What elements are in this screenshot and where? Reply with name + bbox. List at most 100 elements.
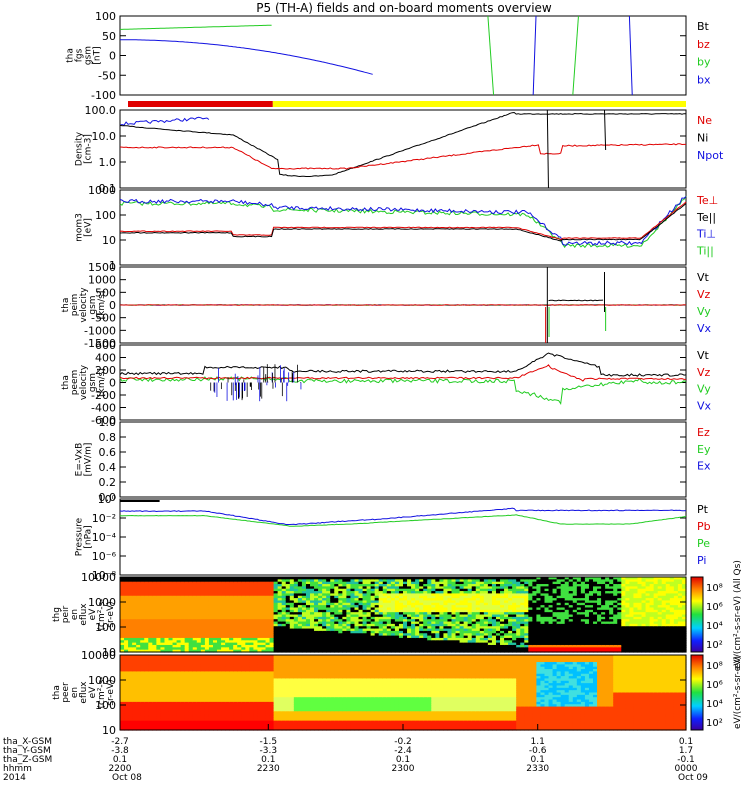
figure-title: P5 (TH-A) fields and on-board moments ov… (256, 1, 552, 15)
panel-peim-tick-label-1: 1000 (88, 274, 116, 287)
panel-peem-legend-1: Vz (697, 366, 711, 379)
panel-peem-tick-label-3: 0 (109, 377, 116, 390)
peem-vy-line (120, 377, 686, 404)
panel-temp-tick-label-2: 10 (102, 234, 116, 247)
panel-efield-tick-label-3: 0.4 (99, 461, 117, 474)
panel-fgs-ylabel-line-3: [nT] (93, 46, 103, 64)
panel-peir-cbar-label: eV/(cm²-s-sr-eV) (All Qs) (733, 560, 743, 669)
panel-peir-cbar-tick-1: 10⁶ (706, 602, 723, 613)
panel-density-frame (120, 110, 686, 188)
panel-peir-tick-label-0: 10000 (81, 571, 116, 584)
panel-peim-ylabel-line-4: [km/s] (97, 291, 107, 320)
panel-efield-tick-label-4: 0.2 (99, 476, 117, 489)
panel-fgs-frame (120, 16, 686, 95)
panel-peem-legend-0: Vt (697, 349, 710, 362)
panel-peim-tick-label-5: -1000 (84, 324, 116, 337)
panel-fgs-legend-3: bx (697, 73, 711, 86)
panel-peim-legend-1: Vz (697, 288, 711, 301)
panel-pressure-tick-label-2: 10⁻⁴ (92, 531, 117, 544)
fgs-by-spike-1 (488, 16, 494, 95)
panel-fgs-tick-label-2: 0 (109, 50, 116, 63)
panel-density-legend-2: Npot (697, 149, 724, 162)
panel-temp-ylabel: mom3[eV] (75, 213, 94, 242)
fgs-bx-line (120, 40, 373, 75)
panel-efield-tick-label-1: 0.8 (99, 431, 117, 444)
panel-peir-ylabel-line-6: sr-eV) (106, 601, 116, 627)
density-ne-line (120, 144, 686, 169)
panel-pressure-tick-label-0: 10⁰ (98, 493, 117, 506)
panel-fgs-tick-label-4: -100 (91, 89, 116, 102)
panel-density-ylabel: Density[cm-3] (75, 131, 94, 166)
panel-temp-tick-label-0: 1000 (88, 184, 116, 197)
panel-fgs-legend-1: bz (697, 38, 710, 51)
panel-pressure-ylabel-line-1: [nPa] (84, 525, 94, 548)
panel-peem-ylabel-line-4: [km/s] (97, 368, 107, 397)
panel-efield-ylabel: E=-VxB[mV/m] (75, 443, 94, 477)
panel-temp-legend-3: Ti|| (696, 244, 714, 257)
fgs-bx-spike-2 (629, 16, 632, 95)
temp-tepar-line (120, 204, 686, 242)
panel-temp-legend-1: Te|| (696, 211, 716, 224)
fgs-by-spike-2 (573, 16, 579, 95)
panel-density-legend-0: Ne (697, 114, 712, 127)
panel-pressure-ylabel: Pressure[nPa] (75, 517, 94, 556)
panel-efield-ylabel-line-1: [mV/m] (84, 443, 94, 477)
panel-pressure-legend-2: Pe (697, 537, 710, 550)
panel-peem-tick-label-0: 600 (95, 339, 116, 352)
panel-fgs-tick-label-3: -50 (98, 69, 116, 82)
panel-temp-legend-2: Ti⊥ (696, 228, 716, 241)
temp-teperp-line (120, 202, 686, 240)
panel-peim-legend-3: Vx (697, 322, 712, 335)
panel-temp-tick-label-1: 100 (95, 209, 116, 222)
panel-density-tick-label-2: 1.0 (99, 156, 117, 169)
panel-peir-cbar-tick-2: 10⁴ (706, 621, 723, 632)
mode-bar-yellow (273, 101, 686, 107)
panel-peim-legend-2: Vy (697, 305, 711, 318)
panel-pressure-legend-3: Pi (697, 554, 706, 567)
panel-density-legend-1: Ni (697, 132, 708, 145)
panel-efield-legend-0: Ez (697, 426, 710, 439)
panel-peem-legend-3: Vx (697, 399, 712, 412)
density-spike-2 (604, 110, 605, 150)
mode-bar-red (128, 101, 273, 107)
panel-density-tick-label-1: 10.0 (92, 130, 117, 143)
panel-efield-legend-2: Ex (697, 460, 711, 473)
panel-fgs-tick-label-1: 50 (102, 30, 116, 43)
panel-pressure-tick-label-3: 10⁻⁶ (92, 550, 117, 563)
panel-density-tick-label-0: 100.0 (85, 104, 117, 117)
panel-fgs-tick-label-0: 100 (95, 10, 116, 23)
panel-peir-cbar-tick-3: 10² (706, 640, 723, 651)
peem-vt-line (120, 353, 686, 376)
panel-density-ylabel-line-1: [cm-3] (84, 134, 94, 164)
panel-temp-ylabel-line-1: [eV] (84, 218, 94, 237)
panel-efield-tick-label-0: 1.0 (99, 416, 117, 429)
panel-peim-legend-0: Vt (697, 271, 710, 284)
panel-fgs-legend-0: Bt (697, 20, 710, 33)
peim-vt-line (549, 300, 604, 301)
panel-pressure-tick-label-1: 10⁻² (92, 512, 116, 525)
fgs-by-line (120, 25, 272, 29)
panel-temp-legend-0: Te⊥ (696, 194, 718, 207)
pressure-pi-line (120, 508, 686, 524)
panel-peim-tick-label-0: 1500 (88, 261, 116, 274)
panel-fgs-legend-2: by (697, 56, 711, 69)
panel-peir-cbar-tick-0: 10⁸ (706, 583, 723, 594)
panel-peim-tick-label-3: 0 (109, 299, 116, 312)
density-spike-1 (547, 110, 548, 188)
panel-pressure-legend-0: Pt (697, 503, 709, 516)
panel-efield-tick-label-2: 0.6 (99, 446, 117, 459)
density-npot-line (120, 117, 209, 125)
panel-peem-tick-label-1: 400 (95, 352, 116, 365)
panel-peem-tick-label-5: -400 (91, 402, 116, 415)
panel-efield-frame (120, 422, 686, 497)
panel-peem-legend-2: Vy (697, 383, 711, 396)
panel-efield-legend-1: Ey (697, 443, 711, 456)
fgs-bx-spike-1 (533, 16, 536, 95)
panel-pressure-legend-1: Pb (697, 520, 711, 533)
